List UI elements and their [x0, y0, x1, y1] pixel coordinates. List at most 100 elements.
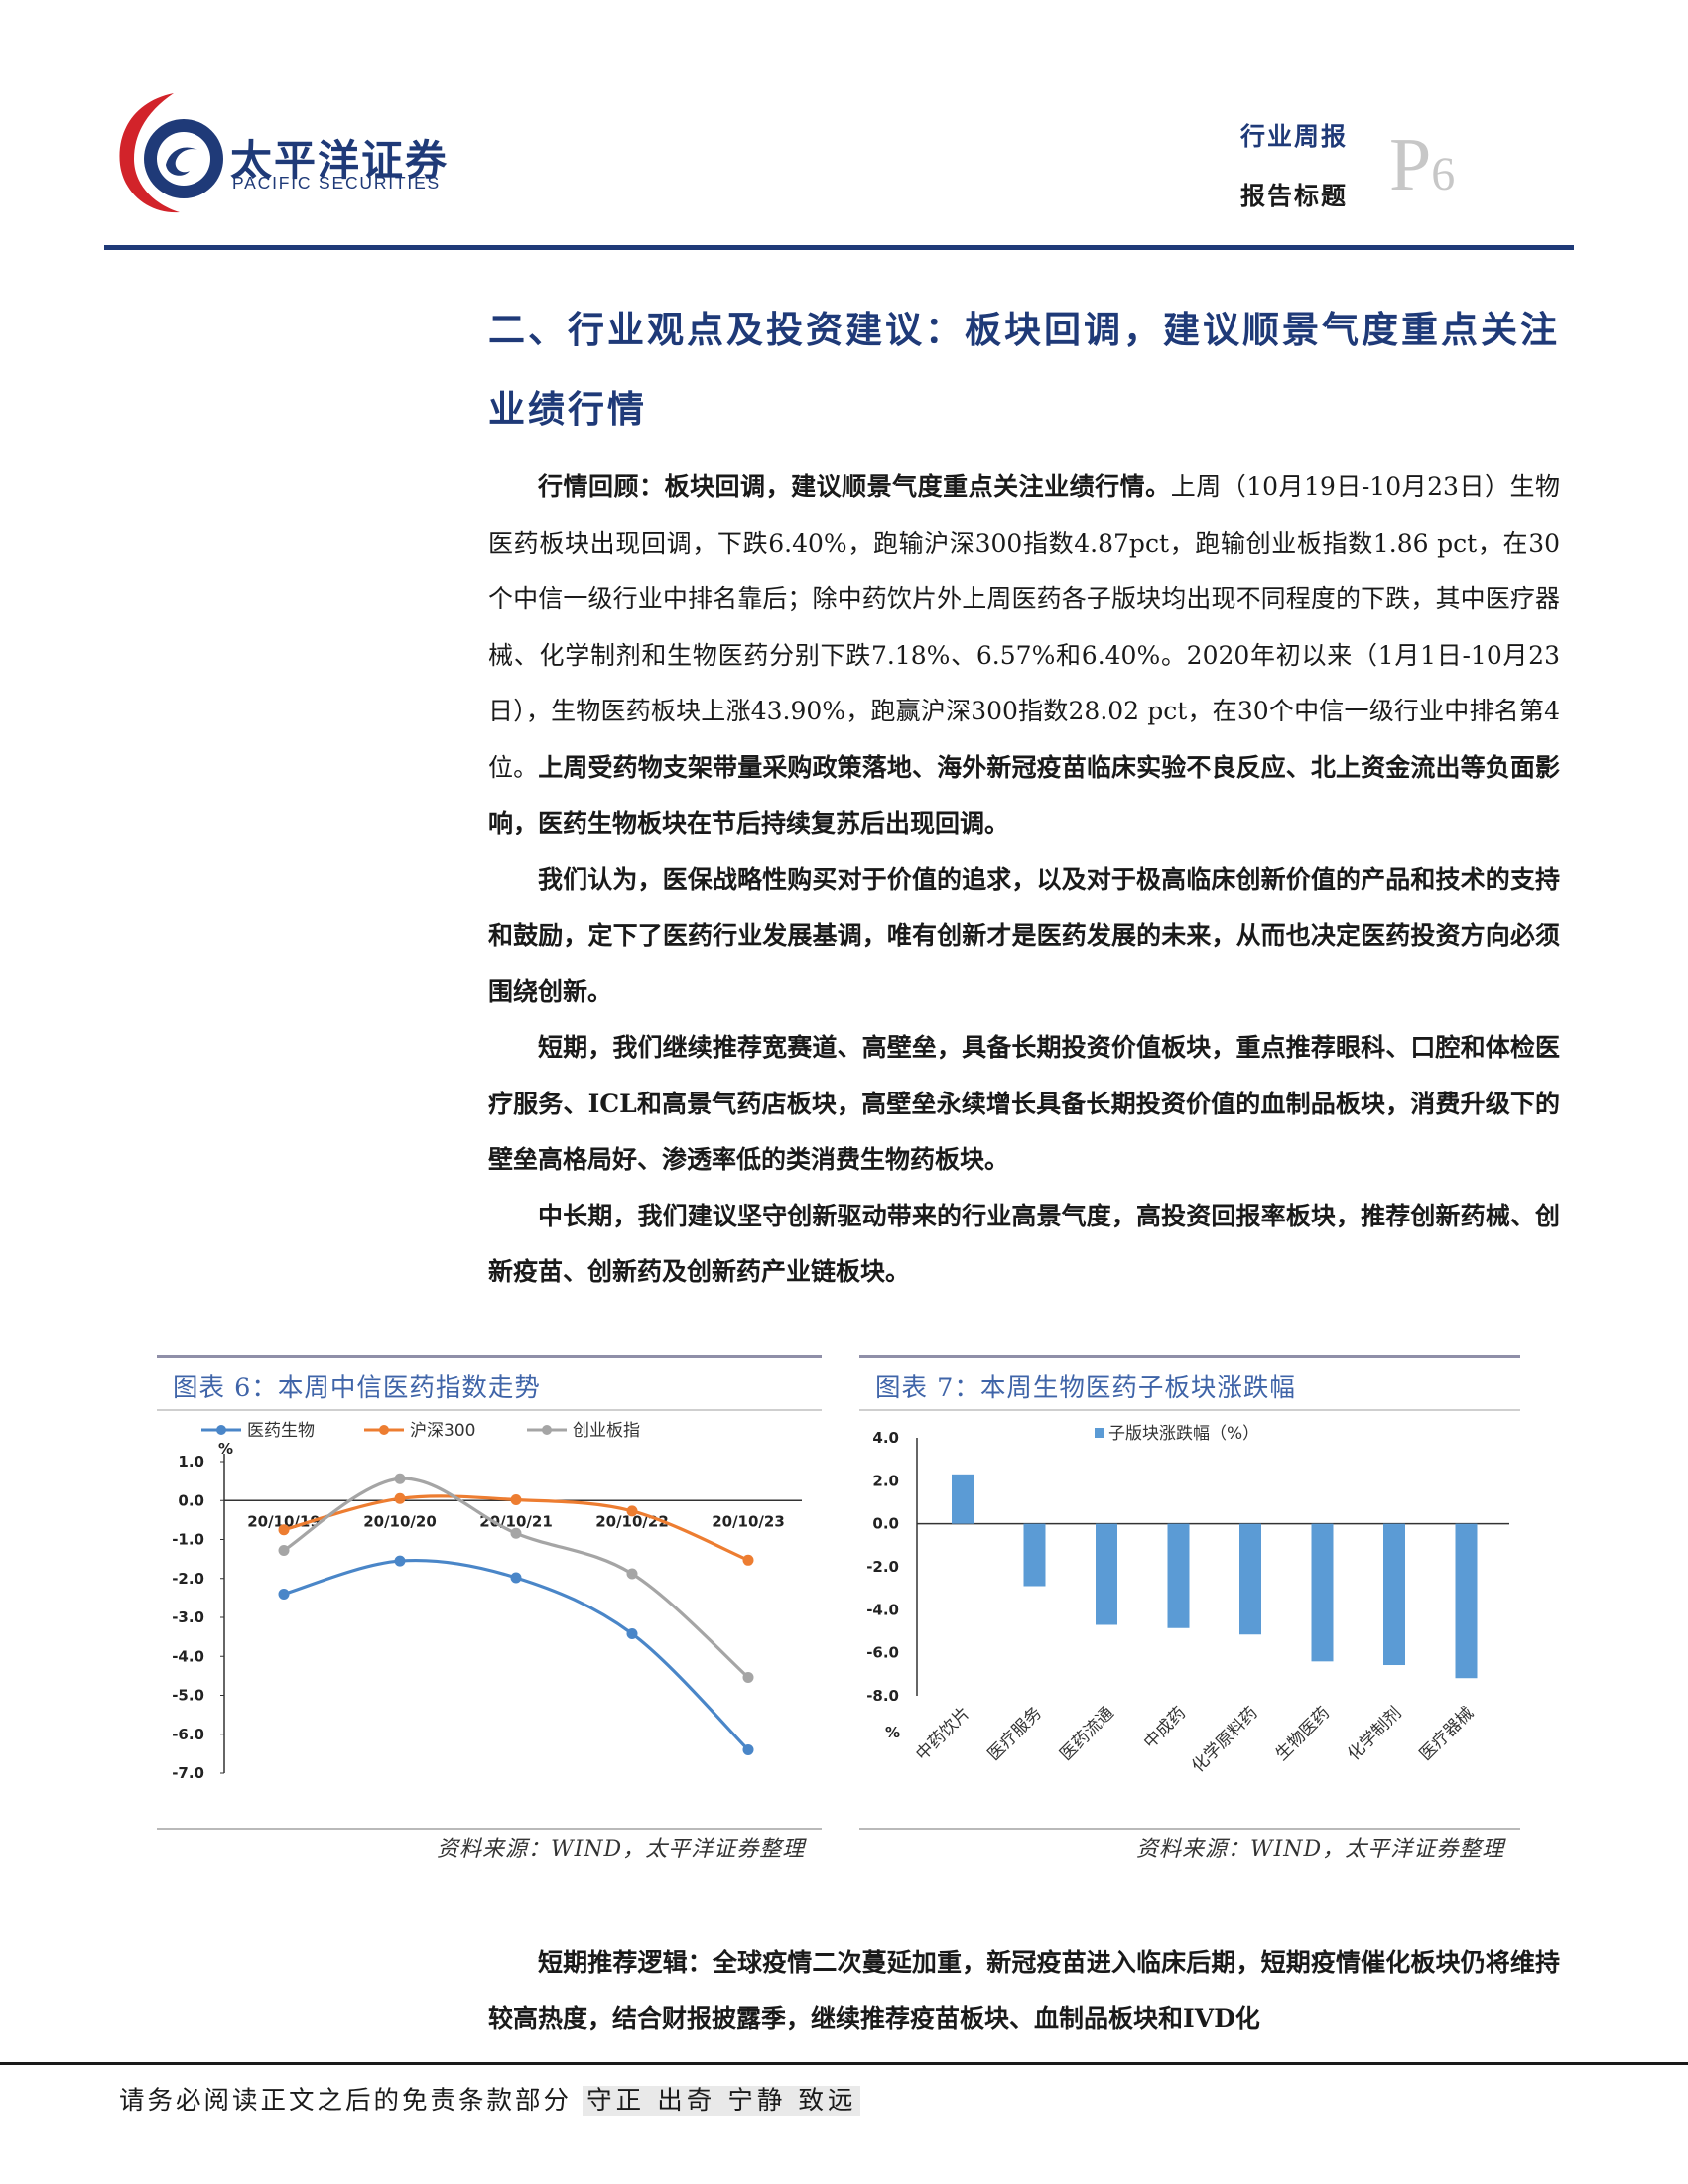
y-tick-label: 0.0	[178, 1491, 204, 1509]
legend-marker-1	[379, 1425, 389, 1435]
footer-motto: 守正 出奇 宁静 致远	[583, 2086, 861, 2116]
y-tick-label: -1.0	[172, 1531, 204, 1549]
series-point-2	[626, 1568, 638, 1580]
figure-7-bottom-rule	[859, 1828, 1520, 1830]
bar	[1096, 1523, 1117, 1625]
x-tick-label: 20/10/23	[712, 1512, 785, 1530]
bold-text: 中长期，我们建议坚守创新驱动带来的行业高景气度，高投资回报率板块，推荐创新药械、…	[488, 1201, 1560, 1287]
bar	[1023, 1523, 1046, 1587]
legend-swatch	[1095, 1428, 1104, 1438]
y-tick-label: 2.0	[872, 1472, 899, 1489]
x-tick-label: 中成药	[1140, 1703, 1190, 1752]
brand-name-en: PACIFIC SECURITIES	[232, 173, 442, 193]
body-paragraph: 我们认为，医保战略性购买对于价值的追求，以及对于极高临床创新价值的产品和技术的支…	[488, 852, 1560, 1021]
company-logo	[119, 93, 223, 213]
brand-name-cn: 太平洋证券	[230, 136, 450, 185]
x-tick-label: 生物医药	[1272, 1703, 1334, 1764]
series-point-1	[742, 1554, 754, 1566]
report-title: 报告标题	[1240, 182, 1349, 210]
y-tick-label: 4.0	[872, 1429, 899, 1447]
body-text: 行情回顾：板块回调，建议顺景气度重点关注业绩行情。上周（10月19日-10月23…	[488, 459, 1560, 1301]
series-point-2	[510, 1527, 522, 1539]
figure-6-chart: % 1.0 0.0 -1.0 -2.0 -3.0 -4.0 -5.0 -6.0 -7.0 20/10…	[172, 1421, 802, 1782]
figure-7-title-rule	[859, 1409, 1520, 1411]
series-point-1	[626, 1505, 638, 1517]
bar	[1239, 1523, 1261, 1635]
bold-text: 短期，我们继续推荐宽赛道、高壁垒，具备长期投资价值板块，重点推荐眼科、口腔和体检…	[488, 1033, 1560, 1174]
x-tick-label: 医疗器械	[1416, 1703, 1478, 1764]
x-tick-label: 化学原料药	[1188, 1703, 1261, 1776]
legend-label: 子版块涨跌幅（%）	[1108, 1424, 1259, 1444]
bar	[1455, 1523, 1478, 1679]
bar	[1383, 1523, 1405, 1666]
footer: 请务必阅读正文之后的免责条款部分 守正 出奇 宁静 致远	[119, 2080, 861, 2117]
series-line-0	[283, 1558, 750, 1751]
body-paragraph: 短期，我们继续推荐宽赛道、高壁垒，具备长期投资价值板块，重点推荐眼科、口腔和体检…	[488, 1020, 1560, 1189]
bottom-paragraph-text: 短期推荐逻辑：全球疫情二次蔓延加重，新冠疫苗进入临床后期，短期疫情催化板块仍将维…	[488, 1948, 1560, 2033]
series-point-0	[278, 1588, 290, 1600]
bottom-paragraph: 短期推荐逻辑：全球疫情二次蔓延加重，新冠疫苗进入临床后期，短期疫情催化板块仍将维…	[488, 1935, 1560, 2047]
bold-text: 行情回顾：板块回调，建议顺景气度重点关注业绩行情。	[538, 472, 1171, 501]
y-tick-label: -6.0	[172, 1726, 204, 1743]
y-tick-label: -7.0	[172, 1764, 204, 1782]
legend-label-0: 医药生物	[247, 1421, 315, 1441]
x-tick-label: 20/10/21	[479, 1512, 553, 1530]
body-paragraph: 行情回顾：板块回调，建议顺景气度重点关注业绩行情。上周（10月19日-10月23…	[488, 459, 1560, 852]
x-tick-label: 20/10/20	[363, 1512, 437, 1530]
bold-text: 上周受药物支架带量采购政策落地、海外新冠疫苗临床实验不良反应、北上资金流出等负面…	[488, 752, 1560, 838]
footer-rule	[0, 2062, 1688, 2065]
page-number: P6	[1389, 127, 1455, 202]
series-point-0	[742, 1743, 754, 1755]
bar	[952, 1474, 974, 1524]
y-tick-label: -5.0	[172, 1687, 204, 1705]
legend-marker-2	[542, 1425, 552, 1435]
figure-6-top-rule	[157, 1355, 822, 1358]
footer-disclaimer: 请务必阅读正文之后的免责条款部分	[119, 2086, 573, 2116]
figure-6-title: 图表 6：本周中信医药指数走势	[173, 1373, 541, 1403]
page-digit: 6	[1431, 148, 1456, 200]
legend-marker-0	[216, 1425, 226, 1435]
figure-7-source: 资料来源：WIND，太平洋证券整理	[1136, 1837, 1505, 1862]
y-unit-label: %	[885, 1724, 900, 1741]
x-tick-label: 中药饮片	[912, 1703, 974, 1764]
y-tick-label: -3.0	[172, 1608, 204, 1626]
legend-label-2: 创业板指	[573, 1421, 640, 1441]
figure-6-title-rule	[157, 1409, 822, 1411]
bar	[1167, 1523, 1190, 1628]
y-tick-label: -2.0	[172, 1570, 204, 1588]
section-heading: 二、行业观点及投资建议：板块回调，建议顺景气度重点关注业绩行情	[488, 308, 1560, 431]
x-tick-label: 医疗服务	[984, 1703, 1046, 1764]
body-paragraph: 中长期，我们建议坚守创新驱动带来的行业高景气度，高投资回报率板块，推荐创新药械、…	[488, 1189, 1560, 1301]
body-text-run: 上周（10月19日-10月23日）生物医药板块出现回调，下跌6.40%，跑输沪深…	[488, 472, 1560, 782]
figure-7-top-rule	[859, 1355, 1520, 1358]
bold-text: 我们认为，医保战略性购买对于价值的追求，以及对于极高临床创新价值的产品和技术的支…	[488, 864, 1560, 1006]
header-rule	[104, 245, 1574, 250]
series-point-2	[394, 1473, 406, 1484]
report-type: 行业周报	[1240, 122, 1349, 151]
legend-label-1: 沪深300	[410, 1421, 475, 1441]
figure-7-chart: 4.02.00.0-2.0-4.0-6.0-8.0%子版块涨跌幅（%）中药饮片医…	[866, 1424, 1509, 1777]
y-unit-label: %	[218, 1440, 233, 1458]
x-tick-label: 医药流通	[1056, 1703, 1117, 1764]
y-tick-label: -4.0	[172, 1647, 204, 1665]
series-point-2	[742, 1671, 754, 1683]
figure-6-bottom-rule	[157, 1828, 822, 1830]
y-tick-label: -6.0	[866, 1644, 899, 1662]
series-point-0	[394, 1555, 406, 1567]
y-tick-label: 0.0	[872, 1515, 899, 1533]
figure-7-title: 图表 7：本周生物医药子板块涨跌幅	[875, 1373, 1296, 1403]
y-tick-label: -4.0	[866, 1601, 899, 1618]
series-point-1	[278, 1524, 290, 1536]
series-point-0	[626, 1627, 638, 1639]
series-point-2	[278, 1544, 290, 1556]
page-letter: P	[1389, 123, 1432, 206]
bar	[1311, 1523, 1334, 1662]
figure-6-source: 资料来源：WIND，太平洋证券整理	[437, 1837, 806, 1862]
series-point-0	[510, 1572, 522, 1584]
series-point-1	[394, 1492, 406, 1504]
y-tick-label: -2.0	[866, 1558, 899, 1576]
y-tick-label: 1.0	[178, 1453, 204, 1471]
series-point-1	[510, 1493, 522, 1505]
x-tick-label: 化学制剂	[1344, 1703, 1405, 1764]
y-tick-label: -8.0	[866, 1687, 899, 1705]
